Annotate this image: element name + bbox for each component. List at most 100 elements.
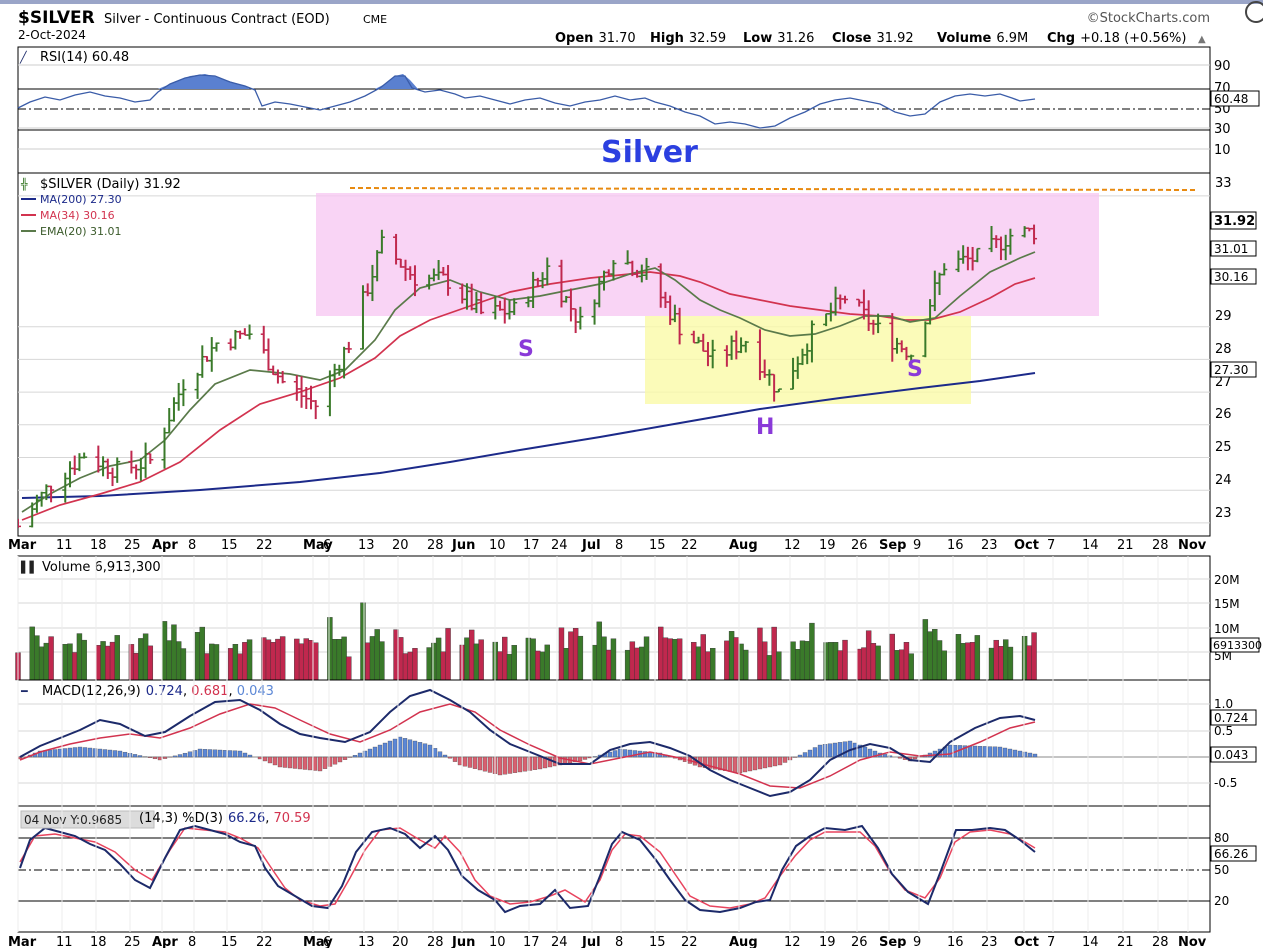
macd-hist-bar <box>307 756 313 771</box>
scroll-circle-icon[interactable] <box>1245 1 1263 23</box>
volume-bar <box>331 639 338 681</box>
volume-bar <box>861 647 867 681</box>
volume-bar <box>445 628 451 681</box>
macd-hist-bar <box>997 746 1003 758</box>
volume-bar <box>837 650 843 681</box>
volume-bar <box>327 617 333 681</box>
volume-bar <box>398 637 404 681</box>
ohlc-summary: Open 31.70 High 32.59 Low 31.26 Close 31.92 … <box>555 31 1186 46</box>
volume-bar <box>790 641 796 681</box>
price-ticks: 33 29 28 27 26 25 24 23 <box>1215 176 1232 521</box>
macd-hist-bar <box>447 756 453 759</box>
volume-bar <box>823 642 829 681</box>
volume-bar <box>705 651 711 681</box>
up-arrow-icon: ▲ <box>1198 34 1206 45</box>
price-bar <box>742 340 749 353</box>
macd-hist-bar <box>347 756 353 758</box>
volume-bar <box>464 637 470 681</box>
macd-hist-bar <box>1002 747 1008 758</box>
volume-bar <box>610 638 617 681</box>
price-tick: 24 <box>1215 473 1232 488</box>
volume-bar <box>199 626 206 681</box>
macd-hist-bar <box>622 749 628 758</box>
macd-hist-bar <box>797 754 803 758</box>
macd-line <box>19 688 1036 798</box>
x-axis-label: 16 <box>947 538 964 553</box>
price-tick: 29 <box>1215 309 1232 324</box>
volume-bar <box>379 641 385 681</box>
volume-bar <box>72 652 78 681</box>
macd-tag: 0.724 <box>1214 711 1248 725</box>
price-bar <box>180 379 187 407</box>
price-bar <box>842 295 849 304</box>
volume-bar <box>870 643 877 681</box>
volume-bar <box>435 637 442 681</box>
volume-bar <box>558 627 565 681</box>
macd-hist-bar <box>757 756 763 770</box>
volume-bar <box>76 633 83 681</box>
macd-hist-bar <box>67 747 73 758</box>
macd-hist-bar <box>237 750 243 758</box>
x-axis-label: May <box>303 538 333 553</box>
macd-hist-bar <box>912 756 918 760</box>
macd-hist-bar <box>882 754 888 758</box>
macd-legend-icon: ━ <box>20 685 28 698</box>
volume-bar <box>577 635 584 681</box>
macd-hist-bar <box>132 754 138 758</box>
x-axis-label: 9 <box>913 538 921 553</box>
stoch-ticks: 80 50 20 <box>1214 831 1229 908</box>
price-bar <box>775 388 782 393</box>
price-bar <box>213 342 220 352</box>
macd-hist-bar <box>37 750 43 758</box>
macd-hist-bar <box>392 738 398 758</box>
rsi-overbought-fill <box>158 74 418 89</box>
price-bar <box>908 354 915 366</box>
x-axis-label: 23 <box>981 935 998 948</box>
volume-bar <box>402 653 409 681</box>
x-axis-label: Oct <box>1014 538 1039 553</box>
volume-bar <box>412 648 418 681</box>
volume-bar <box>539 651 546 681</box>
price-bar <box>511 298 518 316</box>
price-bar <box>643 257 650 280</box>
volume-bar <box>875 645 881 681</box>
volume-bar <box>629 641 636 681</box>
macd-hist-bar <box>522 756 528 772</box>
macd-hist-bar <box>292 756 298 769</box>
volume-bar <box>147 645 154 681</box>
macd-hist-bar <box>477 756 483 771</box>
macd-hist-bar <box>62 748 68 758</box>
price-bar <box>81 452 88 459</box>
volume-bar <box>799 640 806 681</box>
x-axis-label: Jun <box>451 935 475 948</box>
macd-hist-bar <box>172 755 178 758</box>
svg-text:90: 90 <box>1214 59 1231 74</box>
macd-hist-bar <box>402 738 408 758</box>
volume-bar <box>1031 632 1037 681</box>
x-axis-label: 18 <box>90 935 107 948</box>
macd-hist-bar <box>487 756 493 773</box>
macd-hist-bar <box>617 748 623 758</box>
x-axis-label: 26 <box>851 538 868 553</box>
x-axis-label: Mar <box>8 935 37 948</box>
price-bar <box>411 265 418 297</box>
x-axis-label: 8 <box>615 538 623 553</box>
rsi-legend: RSI(14) 60.48 <box>40 50 129 65</box>
macd-hist-bar <box>302 756 308 770</box>
volume-bar <box>38 646 45 681</box>
x-axis-label: 6 <box>323 935 331 948</box>
x-axis-label: 14 <box>1082 935 1099 948</box>
price-bar <box>345 341 352 354</box>
macd-hist-bar <box>377 744 383 758</box>
volume-bar <box>166 640 172 681</box>
price-legend-icon: ╬ <box>20 177 28 191</box>
stoch-cursor-label: 04 Nov Y:0.9685 <box>24 813 122 827</box>
price-bar <box>941 263 948 276</box>
svg-text:50: 50 <box>1214 863 1229 877</box>
volume-bar <box>568 631 574 681</box>
stoch-panel <box>17 805 1211 933</box>
volume-bar <box>1021 635 1028 681</box>
macd-hist-bar <box>572 756 578 763</box>
macd-hist-bar <box>587 756 593 759</box>
